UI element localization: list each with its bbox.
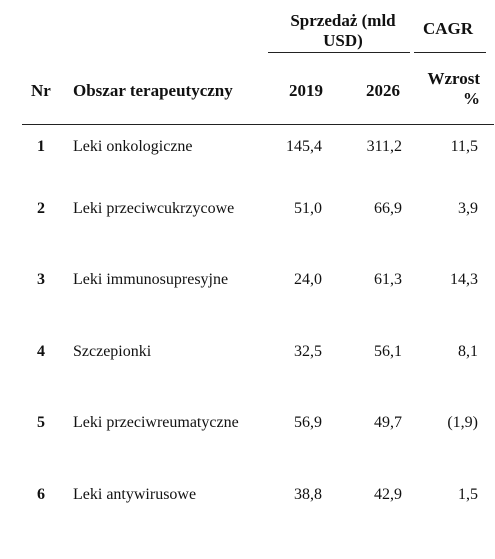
- header-cagr-underline: [414, 52, 486, 53]
- row-4-nr: 4: [37, 343, 45, 360]
- row-1-2019: 145,4: [286, 138, 322, 155]
- row-2-2026: 66,9: [374, 200, 402, 217]
- row-2-area: Leki przeciwcukrzycowe: [73, 200, 235, 217]
- header-2026: 2026: [366, 81, 400, 100]
- header-growth-line1: Wzrost: [427, 69, 480, 88]
- row-3-area: Leki immunosupresyjne: [73, 271, 229, 288]
- row-2-2019: 51,0: [294, 200, 322, 217]
- row-5-2026: 49,7: [374, 414, 402, 431]
- header-nr: Nr: [31, 81, 51, 100]
- header-growth: Wzrost %: [412, 70, 480, 107]
- header-sales-line2: USD): [323, 31, 363, 50]
- header-growth-line2: %: [463, 89, 480, 108]
- row-2-nr: 2: [37, 200, 45, 217]
- row-2-growth: 3,9: [458, 200, 478, 217]
- row-3-2019: 24,0: [294, 271, 322, 288]
- row-6-2026: 42,9: [374, 486, 402, 503]
- header-2019: 2019: [289, 81, 323, 100]
- row-1-nr: 1: [37, 138, 45, 155]
- header-area: Obszar terapeutyczny: [73, 81, 233, 100]
- header-sales-group: Sprzedaż (mld USD): [268, 12, 418, 49]
- row-4-area: Szczepionki: [73, 343, 152, 360]
- row-6-growth: 1,5: [458, 486, 478, 503]
- row-3-2026: 61,3: [374, 271, 402, 288]
- row-6-nr: 6: [37, 486, 45, 503]
- row-6-2019: 38,8: [294, 486, 322, 503]
- row-5-2019: 56,9: [294, 414, 322, 431]
- row-5-growth: (1,9): [447, 414, 478, 431]
- row-4-2019: 32,5: [294, 343, 322, 360]
- row-1-growth: 11,5: [450, 138, 478, 155]
- row-3-growth: 14,3: [450, 271, 478, 288]
- header-bottom-rule: [22, 124, 494, 125]
- row-5-area: Leki przeciwreumatyczne: [73, 414, 239, 431]
- row-4-growth: 8,1: [458, 343, 478, 360]
- row-1-area: Leki onkologiczne: [73, 138, 193, 155]
- row-5-nr: 5: [37, 414, 45, 431]
- header-sales-underline: [268, 52, 410, 53]
- row-6-area: Leki antywirusowe: [73, 486, 197, 503]
- row-3-nr: 3: [37, 271, 45, 288]
- row-1-2026: 311,2: [366, 138, 402, 155]
- header-sales-line1: Sprzedaż (mld: [290, 11, 396, 30]
- header-cagr-group: CAGR: [422, 19, 474, 38]
- row-4-2026: 56,1: [374, 343, 402, 360]
